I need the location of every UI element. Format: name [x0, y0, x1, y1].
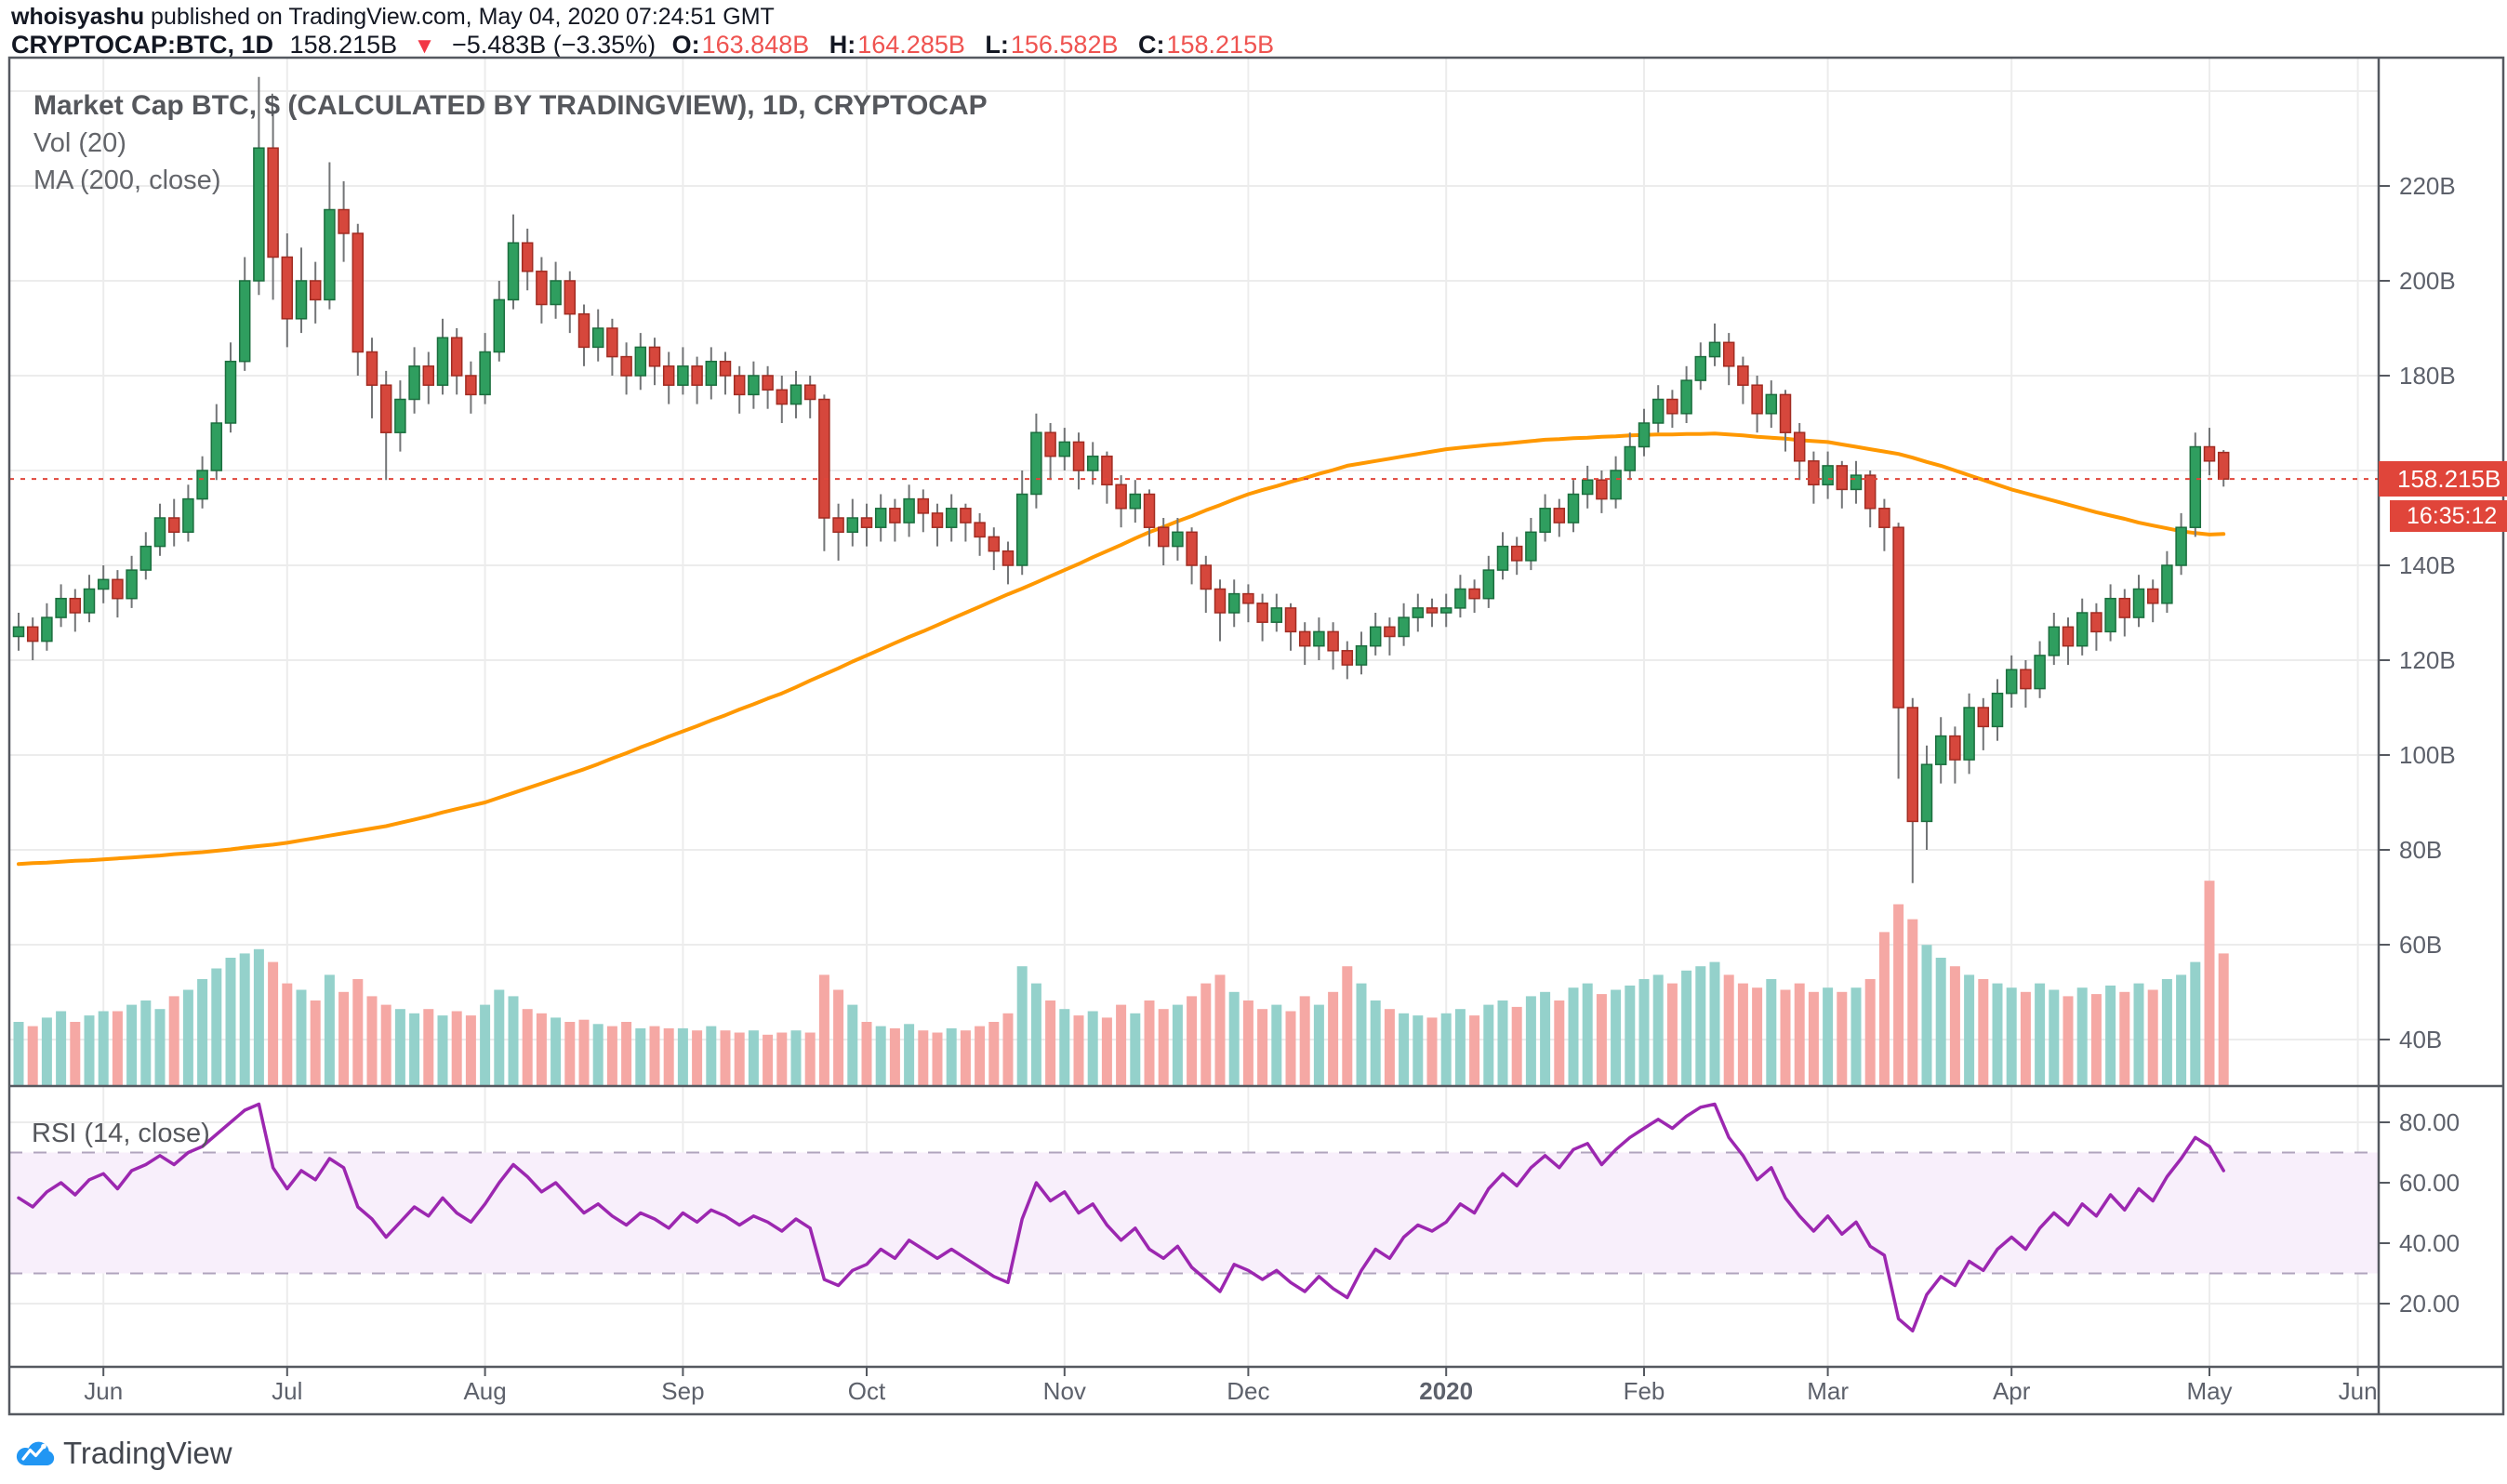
tradingview-logo-icon [16, 1441, 55, 1466]
month-label: Oct [848, 1377, 886, 1405]
month-label: Jun [84, 1377, 123, 1405]
tradingview-footer[interactable]: TradingView [13, 1436, 232, 1471]
last-price: 158.215B [289, 31, 398, 59]
month-label: 2020 [1419, 1377, 1473, 1405]
price-axis-label: 40B [2399, 1026, 2442, 1053]
month-label: Mar [1807, 1377, 1849, 1405]
low-label: L: [985, 31, 1009, 59]
price-axis-label: 80B [2399, 836, 2442, 864]
month-label: Aug [463, 1377, 506, 1405]
month-label: Feb [1624, 1377, 1665, 1405]
price-axis-label: 200B [2399, 267, 2456, 295]
price-axis-label: 120B [2399, 646, 2456, 674]
legend-ma-study: MA (200, close) [33, 166, 221, 195]
tradingview-brand-text: TradingView [63, 1436, 232, 1470]
price-axis-label: 100B [2399, 741, 2456, 769]
rsi-axis-label: 20.00 [2399, 1290, 2460, 1318]
author-name: whoisyashu [11, 4, 145, 30]
open-value: 163.848B [701, 31, 810, 59]
open-label: O: [671, 31, 700, 59]
price-axis-label: 140B [2399, 551, 2456, 579]
month-label: Jul [272, 1377, 302, 1405]
price-change: −5.483B (−3.35%) [451, 31, 657, 59]
legend-volume-study: Vol (20) [33, 128, 126, 158]
month-label: Jun [2339, 1377, 2378, 1405]
close-label: C: [1137, 31, 1165, 59]
rsi-axis-label: 60.00 [2399, 1169, 2460, 1197]
price-axis-label: 220B [2399, 172, 2456, 200]
price-axis-label: 60B [2399, 931, 2442, 959]
down-arrow-icon: ▼ [413, 33, 436, 59]
price-axis-label: 180B [2399, 362, 2456, 390]
last-price-badge: 158.215B [2379, 461, 2507, 497]
symbol-name: CRYPTOCAP:BTC, 1D [11, 31, 274, 59]
bar-countdown-badge: 16:35:12 [2390, 500, 2507, 532]
publish-info: published on TradingView.com, May 04, 20… [144, 4, 775, 30]
rsi-study-label: RSI (14, close) [32, 1119, 210, 1148]
month-label: Sep [661, 1377, 704, 1405]
close-value: 158.215B [1166, 31, 1275, 59]
month-label: Dec [1227, 1377, 1269, 1405]
legend-title: Market Cap BTC, $ (CALCULATED BY TRADING… [33, 90, 988, 121]
rsi-axis-label: 80.00 [2399, 1108, 2460, 1136]
month-label: Apr [1993, 1377, 2031, 1405]
low-value: 156.582B [1010, 31, 1119, 59]
chart-legend: Market Cap BTC, $ (CALCULATED BY TRADING… [33, 87, 988, 199]
high-label: H: [829, 31, 856, 59]
month-label: Nov [1043, 1377, 1086, 1405]
month-label: May [2186, 1377, 2232, 1405]
publish-header: whoisyashu published on TradingView.com,… [11, 4, 775, 31]
high-value: 164.285B [857, 31, 965, 59]
symbol-bar: CRYPTOCAP:BTC, 1D 158.215B ▼ −5.483B (−3… [11, 31, 1287, 60]
rsi-axis-label: 40.00 [2399, 1229, 2460, 1257]
